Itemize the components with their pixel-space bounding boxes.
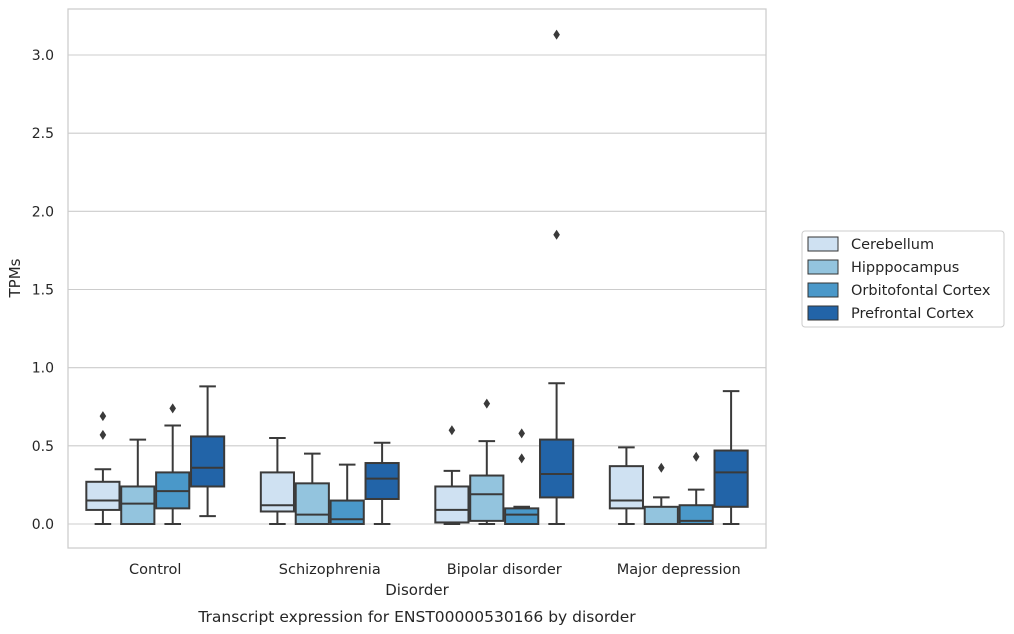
box xyxy=(469,398,505,525)
box-body xyxy=(120,485,156,526)
box-body xyxy=(85,480,121,511)
box xyxy=(120,438,156,526)
category-group xyxy=(434,29,575,526)
box xyxy=(608,446,644,525)
y-tick-label: 0.5 xyxy=(32,439,54,455)
legend-item: Cerebellum xyxy=(807,236,934,253)
legend-frame xyxy=(801,230,1005,328)
category-group xyxy=(608,390,749,526)
legend: Cerebellum Hipppocampus Orbitofontal Corte… xyxy=(801,230,1005,328)
box-body xyxy=(294,482,330,525)
box-body xyxy=(539,438,575,499)
figure-caption: Transcript expression for ENST0000053016… xyxy=(197,608,636,626)
box xyxy=(713,390,749,525)
x-category-label: Bipolar disorder xyxy=(447,562,562,578)
category-group xyxy=(259,437,400,525)
box-body xyxy=(434,485,470,524)
legend-swatch xyxy=(807,282,839,298)
outlier-point xyxy=(448,425,456,436)
box-body xyxy=(469,474,505,522)
legend-items: Cerebellum Hipppocampus Orbitofontal Corte… xyxy=(807,236,991,322)
legend-label: Cerebellum xyxy=(851,237,934,253)
y-tick-label: 2.0 xyxy=(32,204,54,220)
box-body xyxy=(329,499,365,525)
box xyxy=(539,29,575,525)
outlier-point xyxy=(518,428,525,439)
box-body xyxy=(713,449,749,508)
x-axis-label: Disorder xyxy=(385,581,449,599)
box xyxy=(294,452,330,525)
plot-area-frame xyxy=(67,8,767,549)
box xyxy=(85,411,121,525)
box xyxy=(155,403,191,525)
legend-item: Orbitofontal Cortex xyxy=(807,282,991,299)
legend-swatch xyxy=(807,305,839,321)
x-category-labels: Control Schizophrenia Bipolar disorder Majo… xyxy=(129,562,741,578)
box-groups xyxy=(85,29,749,526)
box xyxy=(504,428,540,526)
box-body xyxy=(190,435,226,488)
y-tick-label: 0.0 xyxy=(32,517,54,533)
legend-item: Prefrontal Cortex xyxy=(807,305,974,322)
y-tick-label: 1.0 xyxy=(32,361,54,377)
legend-label: Orbitofontal Cortex xyxy=(851,283,991,299)
outlier-point xyxy=(483,398,491,409)
outlier-point xyxy=(518,453,525,464)
y-tick-label: 3.0 xyxy=(32,48,54,64)
box-body xyxy=(504,507,540,526)
y-tick-label: 1.5 xyxy=(32,283,54,299)
box xyxy=(259,437,295,525)
outlier-point xyxy=(99,411,107,422)
grid-lines xyxy=(68,54,766,525)
box xyxy=(434,425,470,525)
box-body xyxy=(608,465,644,510)
legend-label: Prefrontal Cortex xyxy=(851,306,974,322)
legend-item: Hipppocampus xyxy=(807,259,959,276)
x-category-label: Control xyxy=(129,562,181,578)
outlier-point xyxy=(658,462,665,473)
outlier-point xyxy=(692,451,700,462)
x-category-label: Schizophrenia xyxy=(279,562,381,578)
outlier-point xyxy=(553,229,560,240)
y-tick-labels: 0.0 0.5 1.0 1.5 2.0 2.5 3.0 xyxy=(32,48,54,533)
outlier-point xyxy=(169,403,176,414)
box-body xyxy=(643,505,679,526)
legend-swatch xyxy=(807,236,839,252)
y-axis-label: TPMs xyxy=(6,258,24,298)
y-tick-label: 2.5 xyxy=(32,126,54,142)
box-body xyxy=(678,504,714,525)
box xyxy=(643,462,679,526)
outlier-point xyxy=(99,429,107,440)
category-group xyxy=(85,385,226,526)
box xyxy=(190,385,226,518)
outlier-point xyxy=(553,29,560,40)
x-category-label: Major depression xyxy=(617,562,741,578)
box xyxy=(678,451,714,525)
legend-label: Hipppocampus xyxy=(851,260,959,276)
legend-swatch xyxy=(807,259,839,275)
box-body xyxy=(364,462,400,500)
box xyxy=(329,463,365,525)
box xyxy=(364,441,400,525)
